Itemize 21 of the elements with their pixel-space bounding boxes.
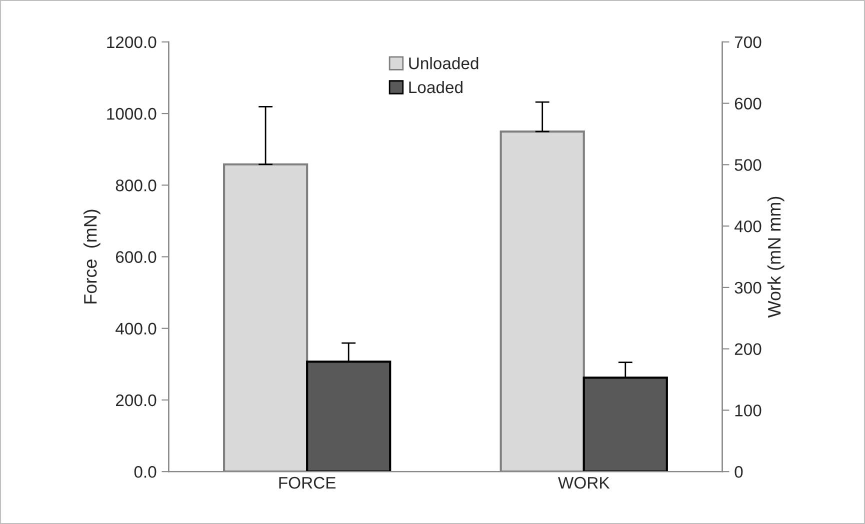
- y2-tick-label: 500: [734, 159, 762, 171]
- y2-tick-label: 200: [734, 343, 762, 356]
- x-tick-label: FORCE: [279, 476, 336, 489]
- y-tick-label: 600.0: [116, 251, 156, 263]
- y-axis-title: Force (mN): [84, 210, 100, 304]
- x-tick-label: WORK: [558, 476, 610, 489]
- y2-tick-label: 300: [734, 282, 762, 294]
- legend-label: Unloaded: [409, 57, 478, 70]
- y-tick-label: 0.0: [134, 466, 156, 478]
- y-tick-label: 1200.0: [107, 36, 156, 48]
- y2-tick-label: 0: [734, 466, 743, 478]
- legend-label: Loaded: [409, 80, 462, 94]
- y2-axis-title: Work (mN mm): [767, 196, 784, 318]
- y-tick-label: 400.0: [116, 322, 156, 335]
- y2-tick-label: 700: [734, 36, 762, 48]
- y-tick-label: 200.0: [116, 394, 156, 406]
- y-tick-label: 1000.0: [107, 108, 156, 120]
- y-tick-label: 800.0: [116, 180, 156, 192]
- y2-tick-label: 100: [735, 404, 762, 416]
- y2-tick-label: 400: [734, 220, 762, 232]
- y2-tick-label: 600: [734, 98, 762, 110]
